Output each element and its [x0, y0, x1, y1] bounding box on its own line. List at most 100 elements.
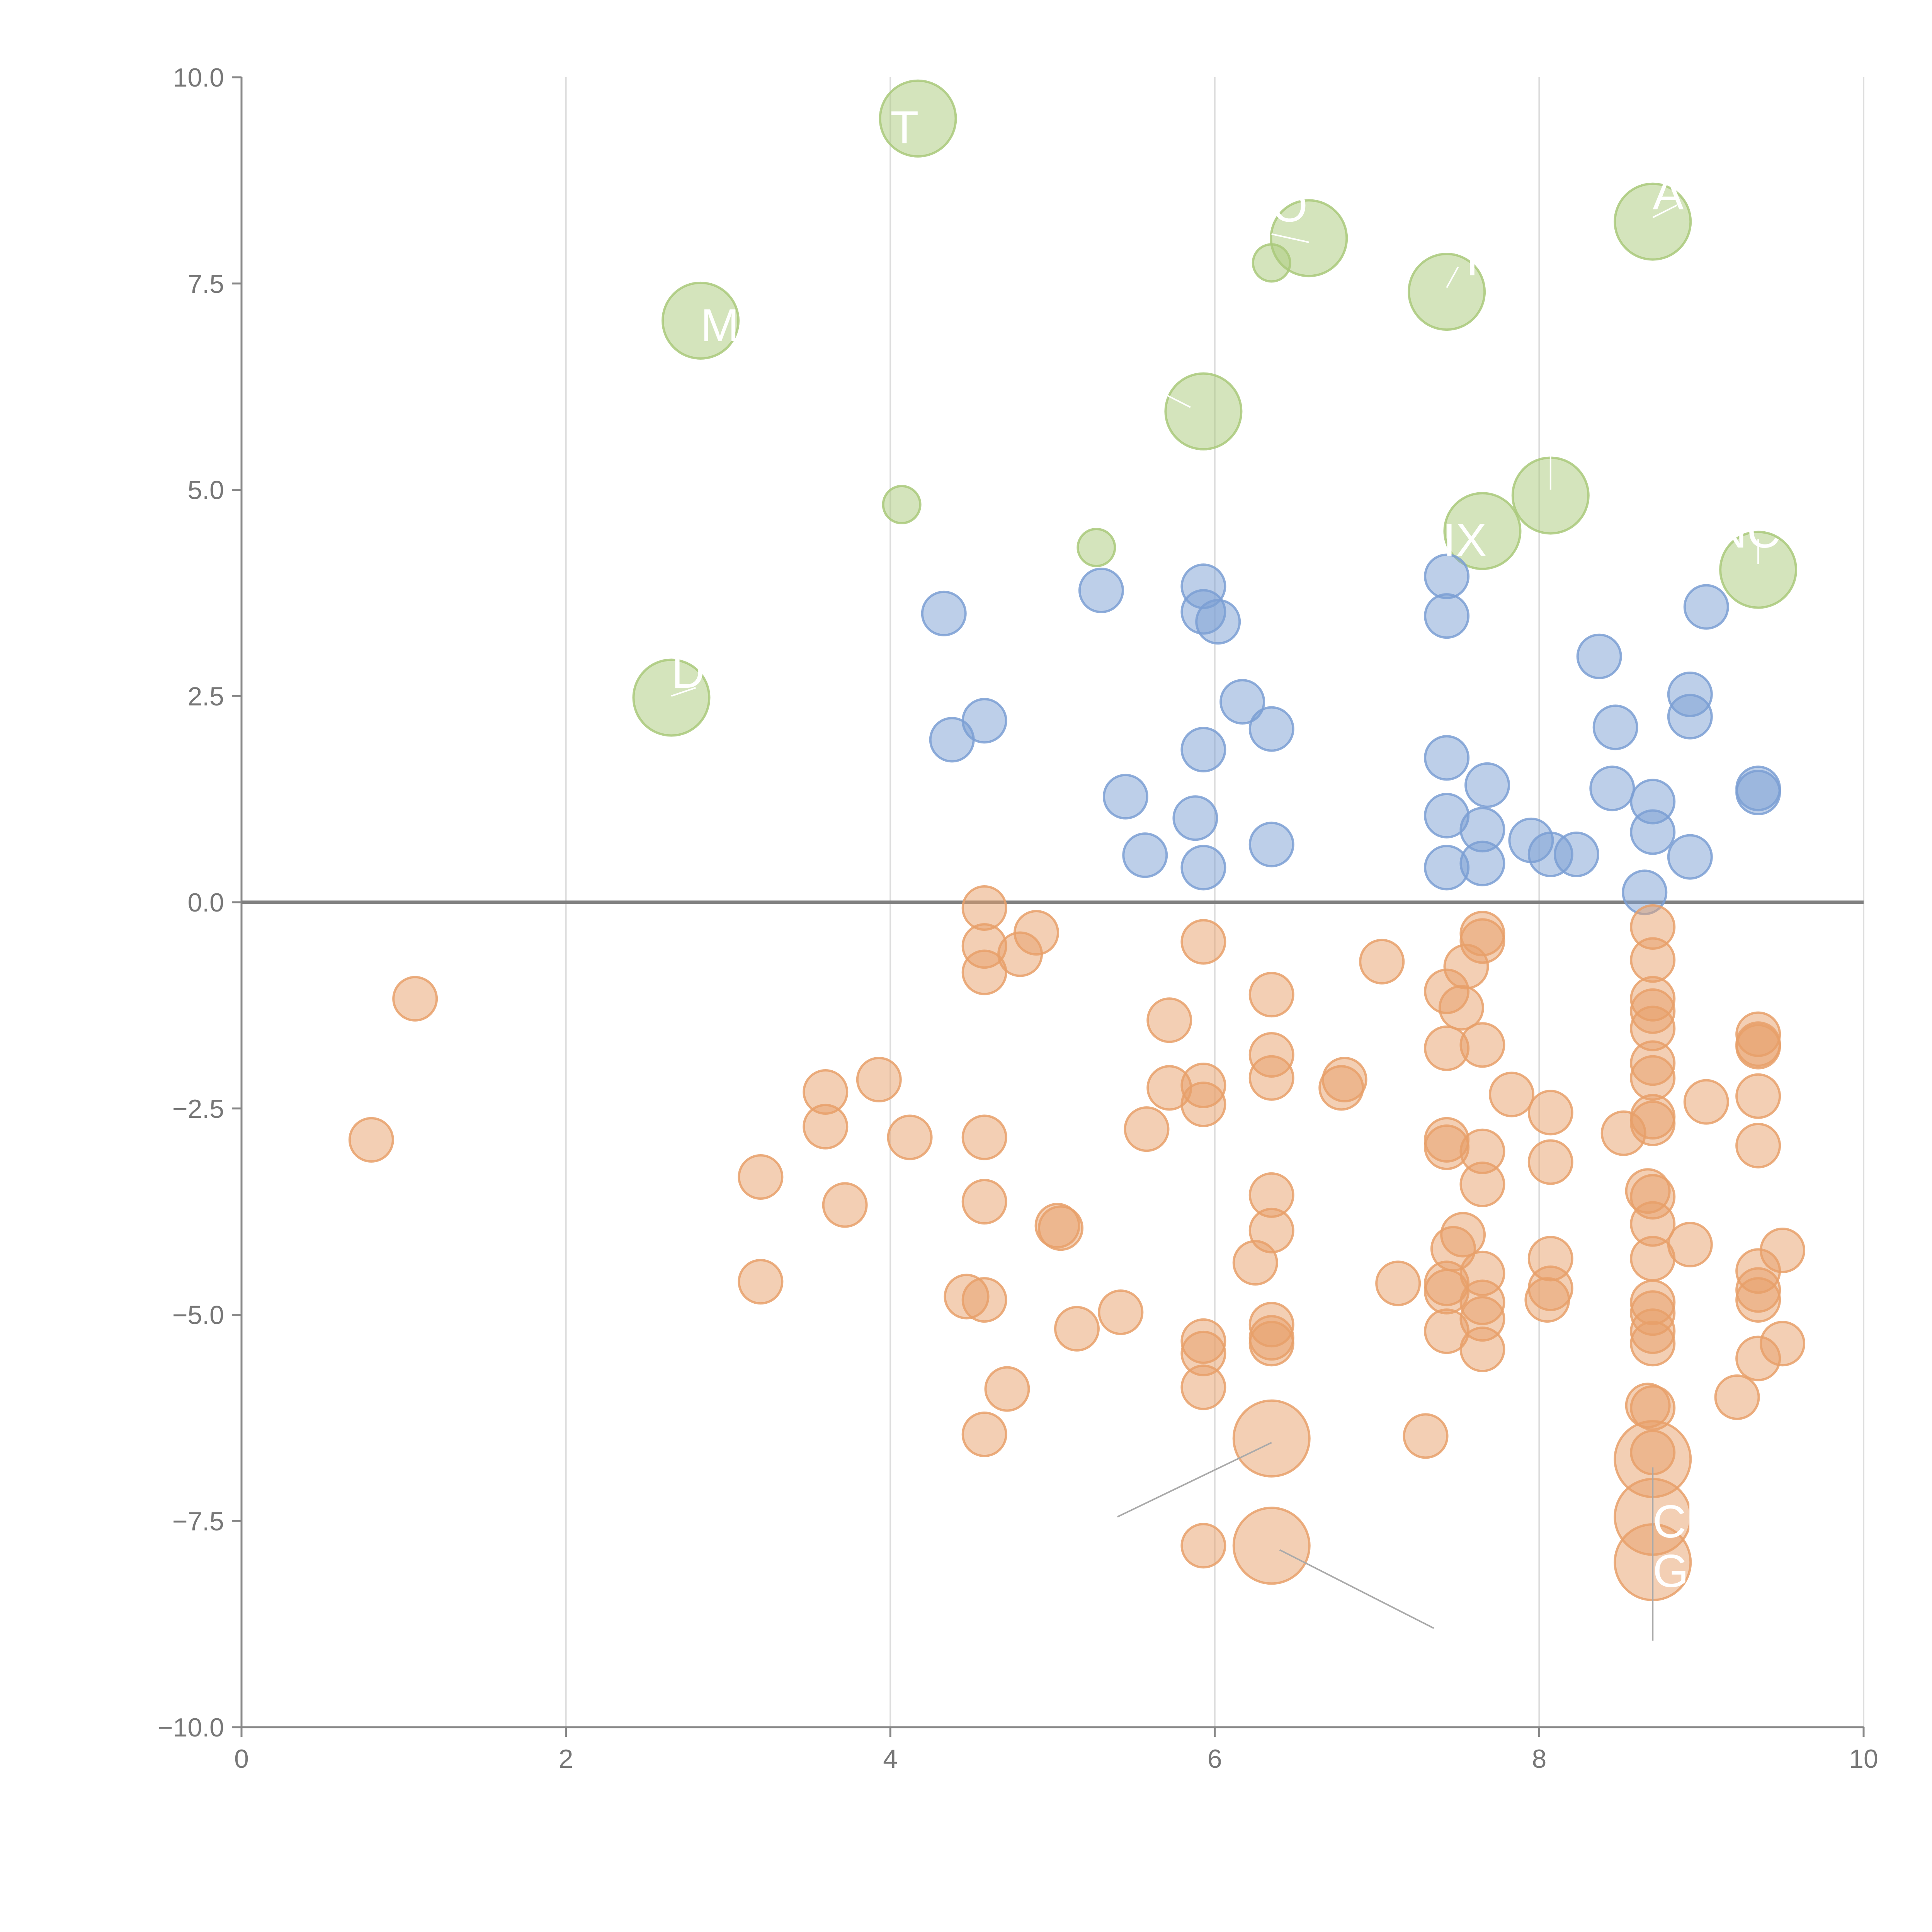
bubble-orange: [1098, 1289, 1144, 1335]
bubble-green: [1614, 182, 1692, 261]
bubble-blue: [1180, 845, 1226, 891]
bubble-blue: [1248, 821, 1294, 867]
bubble-blue: [1180, 727, 1226, 773]
bubble-orange: [1146, 997, 1192, 1043]
bubble-blue: [1172, 795, 1218, 841]
bubble-orange: [1760, 1227, 1806, 1273]
annotation-leader-line: [1165, 394, 1191, 408]
bubble-blue: [1464, 762, 1510, 808]
bubble-orange: [1630, 937, 1676, 983]
bubble-green: [662, 281, 740, 360]
bubble-orange: [1735, 1073, 1781, 1119]
bubble-blue: [1630, 809, 1676, 855]
bubble-blue: [1424, 593, 1470, 639]
bubble-orange: [1318, 1065, 1364, 1111]
bubble-orange: [1459, 1022, 1505, 1068]
bubble-blue: [1078, 567, 1124, 613]
bubble-green: [1408, 253, 1486, 331]
bubble-green: [1077, 527, 1116, 567]
annotation-leader-line: [1117, 1442, 1272, 1518]
bubble-orange: [961, 949, 1007, 995]
bubble-orange: [822, 1182, 868, 1228]
annotations: T O A T M DIX TNC D ChG: [671, 102, 1780, 1597]
bubble-green: [1164, 372, 1243, 451]
bubble-orange: [1232, 1240, 1278, 1286]
y-tick-label: 2.5: [187, 682, 224, 711]
bubble-orange: [1180, 919, 1226, 965]
bubble-orange: [1459, 1162, 1505, 1208]
bubble-orange: [984, 1366, 1030, 1412]
bubble-orange: [1527, 1139, 1573, 1185]
bubble-blue: [1248, 706, 1294, 752]
bubble-orange: [1248, 972, 1294, 1018]
bubble-orange: [1037, 1205, 1083, 1251]
ticks: 0 2 4 6 8 10 −10.0 −7.5 −5.0 −2.5 0.0 2.5 5.0 7.5 10.0: [158, 63, 1878, 1774]
bubble-orange: [1630, 1321, 1676, 1367]
bubble-green: [1252, 243, 1291, 283]
y-tick-label: −7.5: [172, 1507, 224, 1536]
bubble-blue: [1576, 633, 1622, 679]
bubble-orange: [392, 976, 438, 1022]
annotation-label: A: [1653, 168, 1684, 219]
y-tick-label: 7.5: [187, 269, 224, 299]
y-tick-label: 10.0: [173, 63, 224, 92]
bubble-blue: [1122, 832, 1168, 878]
bubble-orange: [738, 1259, 784, 1305]
bubble-blue: [1592, 704, 1638, 750]
bubble-blue: [929, 717, 975, 763]
bubble-orange: [1735, 1122, 1781, 1168]
bubble-green: [632, 658, 711, 737]
bubble-orange: [1667, 1222, 1713, 1268]
annotation-leader-line: [671, 687, 696, 697]
bubble-orange: [1683, 1079, 1729, 1125]
bubble-orange: [1014, 910, 1060, 956]
bubble-blue: [921, 590, 967, 636]
bubble-orange: [1232, 1507, 1311, 1585]
bubble-blue: [1667, 834, 1713, 880]
bubble-blue: [1424, 735, 1470, 781]
annotation-label: D: [671, 646, 705, 698]
y-tick-label: 5.0: [187, 476, 224, 505]
annotation-leader-line: [1279, 1549, 1434, 1629]
bubble-blue: [1553, 832, 1599, 878]
x-tick-label: 2: [559, 1744, 573, 1774]
bubble-orange: [1359, 939, 1405, 985]
bubble-orange: [1630, 1100, 1676, 1146]
bubble-blue: [1102, 774, 1148, 820]
bubble-orange: [961, 1179, 1007, 1225]
bubble-orange: [1459, 1327, 1505, 1372]
annotation-label: DIX: [1410, 514, 1487, 566]
annotation-leader-line: [1446, 267, 1459, 288]
bubble-orange: [1735, 1024, 1781, 1070]
bubble-orange: [961, 1277, 1007, 1323]
x-tick-label: 8: [1532, 1744, 1546, 1774]
bubble-orange: [961, 1114, 1007, 1160]
bubble-orange: [348, 1117, 394, 1163]
bubble-orange: [1527, 1090, 1573, 1136]
x-tick-label: 6: [1208, 1744, 1222, 1774]
bubble-green: [1719, 531, 1798, 609]
annotation-leader-line: [1271, 233, 1309, 243]
bubble-orange: [961, 885, 1007, 931]
bubble-blue: [1667, 694, 1713, 740]
bubble-orange: [1459, 918, 1505, 964]
bubble-green: [879, 79, 957, 158]
y-tick-label: −5.0: [172, 1301, 224, 1330]
bubble-orange: [1524, 1277, 1570, 1323]
bubble-orange: [1735, 1277, 1781, 1323]
x-tick-label: 0: [234, 1744, 249, 1774]
bubble-orange: [1403, 1413, 1449, 1459]
annotation-label: T: [1458, 233, 1486, 285]
annotation-label: G: [1653, 1545, 1689, 1597]
bubbles: [348, 79, 1806, 1601]
bubble-orange: [887, 1114, 933, 1160]
annotation-leaders: [671, 204, 1759, 1641]
bubble-orange: [1248, 1055, 1294, 1101]
bubble-blue: [1683, 584, 1729, 630]
bubble-orange: [738, 1154, 784, 1200]
annotation-label: T: [890, 102, 918, 153]
bubble-green: [1443, 492, 1522, 570]
annotation-label: TNC: [1685, 506, 1781, 558]
annotation-label: Ch: [1653, 1496, 1712, 1548]
bubble-orange: [961, 1412, 1007, 1458]
